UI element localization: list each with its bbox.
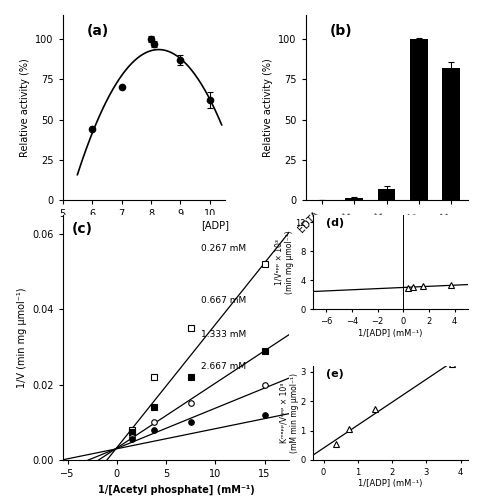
Text: [ADP]: [ADP] — [201, 220, 229, 230]
Y-axis label: Relative activity (%): Relative activity (%) — [20, 58, 30, 157]
Bar — [442, 68, 460, 200]
Bar — [378, 188, 395, 200]
Y-axis label: Relative activity (%): Relative activity (%) — [263, 58, 273, 157]
Bar — [345, 198, 363, 200]
Y-axis label: Kᵐᵃᵖᵖ/Vᵃᵖᵖ × 10³
(mM min mg μmol⁻¹): Kᵐᵃᵖᵖ/Vᵃᵖᵖ × 10³ (mM min mg μmol⁻¹) — [280, 373, 299, 453]
X-axis label: 1/[Acetyl phosphate] (mM⁻¹): 1/[Acetyl phosphate] (mM⁻¹) — [97, 484, 254, 495]
Text: 1.333 mM: 1.333 mM — [201, 330, 246, 339]
Text: (a): (a) — [87, 24, 109, 38]
Text: (c): (c) — [72, 222, 93, 236]
Text: (d): (d) — [326, 218, 344, 228]
X-axis label: pH: pH — [135, 224, 152, 234]
X-axis label: 1/[ADP] (mM⁻¹): 1/[ADP] (mM⁻¹) — [358, 480, 423, 488]
Y-axis label: 1/Vᵃᵖᵖ × 10³
(min mg μmol⁻¹): 1/Vᵃᵖᵖ × 10³ (min mg μmol⁻¹) — [274, 230, 294, 294]
Text: 0.267 mM: 0.267 mM — [201, 244, 246, 254]
Text: 2.667 mM: 2.667 mM — [201, 362, 246, 371]
Y-axis label: 1/V (min mg μmol⁻¹): 1/V (min mg μmol⁻¹) — [16, 287, 27, 388]
Text: (e): (e) — [326, 368, 343, 378]
Text: 0.667 mM: 0.667 mM — [201, 296, 246, 305]
Text: (b): (b) — [330, 24, 352, 38]
Bar — [410, 39, 428, 200]
X-axis label: 1/[ADP] (mM⁻¹): 1/[ADP] (mM⁻¹) — [358, 328, 423, 338]
